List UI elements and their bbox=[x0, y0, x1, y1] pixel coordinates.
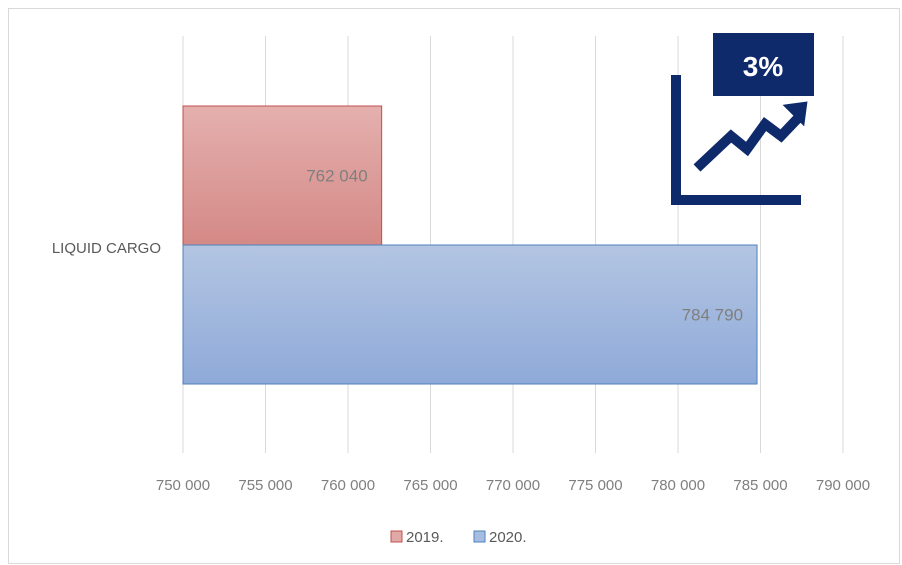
bar-chart: 762 040 784 790 750 000 755 000 760 000 765 … bbox=[52, 33, 870, 546]
data-label-2019: 762 040 bbox=[306, 167, 367, 186]
x-tick-label: 780 000 bbox=[651, 477, 705, 494]
x-tick-label: 755 000 bbox=[238, 477, 292, 494]
x-tick-label: 785 000 bbox=[733, 477, 787, 494]
x-tick-labels: 750 000 755 000 760 000 765 000 770 000 775 0… bbox=[156, 477, 870, 494]
legend-label-2019: 2019. bbox=[406, 529, 444, 546]
growth-percent: 3% bbox=[743, 51, 784, 82]
x-tick-label: 770 000 bbox=[486, 477, 540, 494]
x-tick-label: 775 000 bbox=[568, 477, 622, 494]
chart-frame: 762 040 784 790 750 000 755 000 760 000 765 … bbox=[8, 8, 900, 564]
x-tick-label: 750 000 bbox=[156, 477, 210, 494]
bar-2020 bbox=[182, 244, 758, 385]
legend-item-2020: 2020. bbox=[473, 529, 527, 546]
x-tick-label: 790 000 bbox=[816, 477, 870, 494]
x-tick-label: 765 000 bbox=[403, 477, 457, 494]
data-labels: 762 040 784 790 bbox=[306, 167, 743, 325]
legend: 2019. 2020. bbox=[390, 529, 527, 546]
category-label: LIQUID CARGO bbox=[52, 240, 161, 257]
growth-badge: 3% bbox=[671, 33, 814, 205]
trend-up-icon bbox=[671, 75, 808, 205]
bar-2019 bbox=[182, 105, 383, 246]
bars bbox=[182, 105, 758, 385]
legend-item-2019: 2019. bbox=[390, 529, 444, 546]
badge-box bbox=[713, 33, 814, 96]
legend-label-2020: 2020. bbox=[489, 529, 527, 546]
x-tick-label: 760 000 bbox=[321, 477, 375, 494]
data-label-2020: 784 790 bbox=[682, 306, 743, 325]
